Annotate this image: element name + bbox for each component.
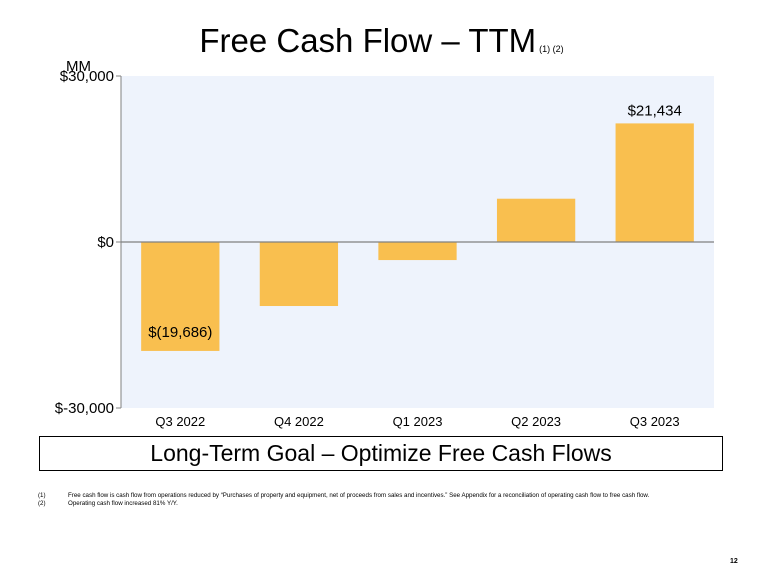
footnote-text: Free cash flow is cash flow from operati… [68,492,650,499]
page-number: 12 [730,558,738,565]
chart-title: Free Cash Flow – TTM (1) (2) [199,22,564,59]
footnote: (1) Free cash flow is cash flow from ope… [38,492,738,500]
unit-label: MM [66,58,91,75]
footnote-text: Operating cash flow increased 81% Y/Y. [68,500,178,507]
data-label: $21,434 [628,102,682,119]
data-label: $(19,686) [148,324,212,341]
footnote-number: (2) [38,500,46,507]
y-tick-label: $30,000 [60,68,114,85]
bar [378,242,457,261]
x-tick-label: Q3 2023 [630,414,680,429]
y-tick-label: $-30,000 [55,400,114,417]
footnote: (2) Operating cash flow increased 81% Y/… [38,500,738,508]
x-tick-label: Q4 2022 [274,414,324,429]
bar [496,198,576,242]
footnotes: (1) Free cash flow is cash flow from ope… [38,492,738,508]
bar [141,242,220,351]
x-tick-label: Q3 2022 [155,414,205,429]
x-tick-label: Q1 2023 [393,414,443,429]
bar-chart: $30,000 $0 $-30,000 $(19,686) Q3 2022 Q4 2022… [55,68,714,429]
y-tick-label: $0 [97,234,114,251]
x-tick-label: Q2 2023 [511,414,561,429]
title-footnote-refs: (1) (2) [539,44,564,54]
bar [615,123,694,242]
bar [259,242,339,307]
footnote-number: (1) [38,492,46,499]
goal-box: Long-Term Goal – Optimize Free Cash Flow… [39,436,723,471]
